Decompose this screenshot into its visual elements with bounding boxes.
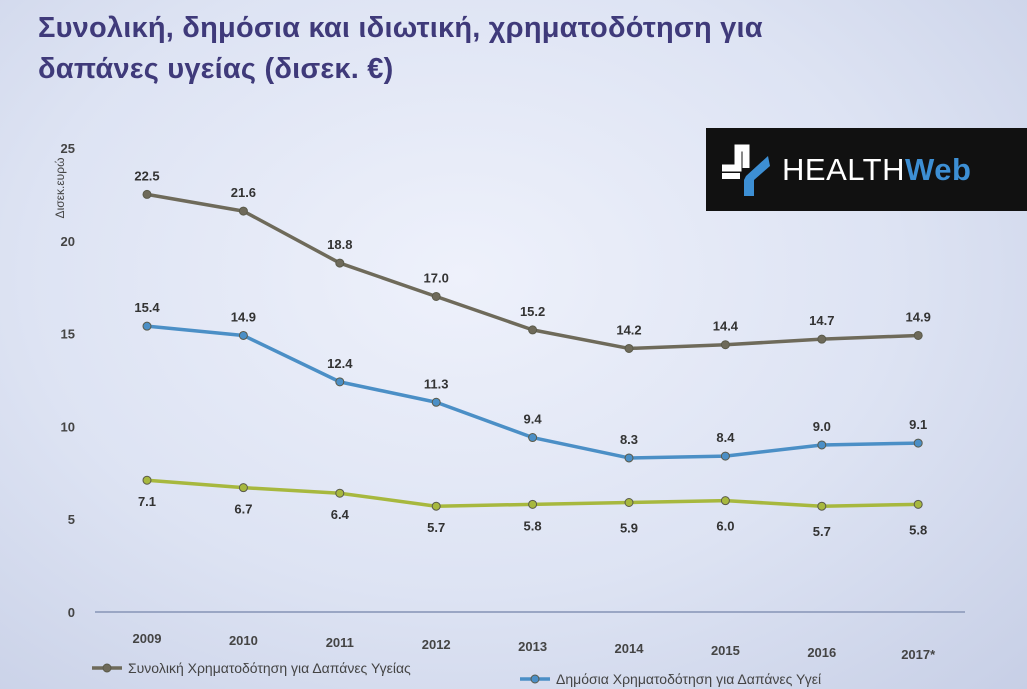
data-label: 21.6 [231,185,256,200]
data-point [624,453,634,463]
x-tick-label: 2009 [133,631,162,646]
data-point [528,325,538,335]
legend-marker [530,674,540,684]
data-label: 5.9 [620,520,638,535]
data-point [238,206,248,216]
data-label: 15.4 [134,300,160,315]
x-tick-label: 2011 [326,635,354,650]
x-tick-label: 2013 [518,639,547,654]
data-point [335,377,345,387]
x-tick-label: 2010 [229,633,258,648]
data-label: 8.3 [620,432,638,447]
y-tick-label: 25 [61,141,75,156]
data-point [720,340,730,350]
y-tick-label: 5 [68,512,75,527]
data-label: 6.4 [331,507,350,522]
data-label: 15.2 [520,304,545,319]
x-tick-label: 2016 [807,645,836,660]
data-label: 6.7 [234,502,252,517]
chart-title: Συνολική, δημόσια και ιδιωτική, χρηματοδ… [38,12,763,85]
data-point [817,334,827,344]
x-tick-label: 2015 [711,643,740,658]
data-point [720,451,730,461]
logo-text-health: HEALTH [782,151,906,187]
data-label: 14.4 [713,319,739,334]
data-label: 22.5 [134,168,159,183]
data-point [913,330,923,340]
data-point [528,499,538,509]
data-label: 5.7 [813,524,831,539]
x-tick-label: 2017* [901,647,936,662]
x-tick-label: 2012 [422,637,451,652]
series-line [146,192,919,351]
data-point [528,433,538,443]
y-axis-label: Δισεκ.ευρώ [53,158,67,219]
healthweb-logo: HEALTHWeb [706,128,1027,211]
data-point [431,397,441,407]
data-label: 5.8 [909,522,927,537]
y-tick-label: 15 [61,327,75,342]
cross-icon [722,144,770,196]
legend-label: Δημόσια Χρηματοδότηση για Δαπάνες Υγεί [556,671,821,687]
data-label: 5.8 [524,518,542,533]
data-point [335,258,345,268]
data-label: 18.8 [327,237,352,252]
data-point [913,438,923,448]
data-label: 17.0 [424,270,449,285]
data-label: 9.1 [909,417,927,432]
data-point [238,330,248,340]
data-label: 14.9 [906,309,931,324]
legend-label: Συνολική Χρηματοδότηση για Δαπάνες Υγεία… [128,660,411,676]
data-label: 6.0 [716,519,734,534]
legend-marker [102,663,112,673]
x-tick-label: 2014 [615,641,645,656]
data-label: 9.4 [524,412,543,427]
data-point [142,321,152,331]
data-point [720,496,730,506]
data-label: 14.9 [231,309,256,324]
logo-text-web: Web [905,151,972,187]
data-label: 12.4 [327,356,353,371]
data-point [817,501,827,511]
data-point [335,488,345,498]
data-point [238,483,248,493]
data-label: 7.1 [138,494,156,509]
data-point [142,189,152,199]
data-label: 14.2 [616,322,641,337]
data-label: 14.7 [809,313,834,328]
data-point [913,499,923,509]
data-point [142,475,152,485]
data-point [624,497,634,507]
data-point [431,291,441,301]
data-label: 5.7 [427,520,445,535]
y-tick-label: 10 [61,419,75,434]
data-point [817,440,827,450]
data-label: 11.3 [424,376,449,391]
data-point [624,343,634,353]
data-point [431,501,441,511]
y-tick-label: 20 [61,234,75,249]
data-label: 8.4 [716,430,735,445]
data-label: 9.0 [813,419,831,434]
y-tick-label: 0 [68,605,75,620]
